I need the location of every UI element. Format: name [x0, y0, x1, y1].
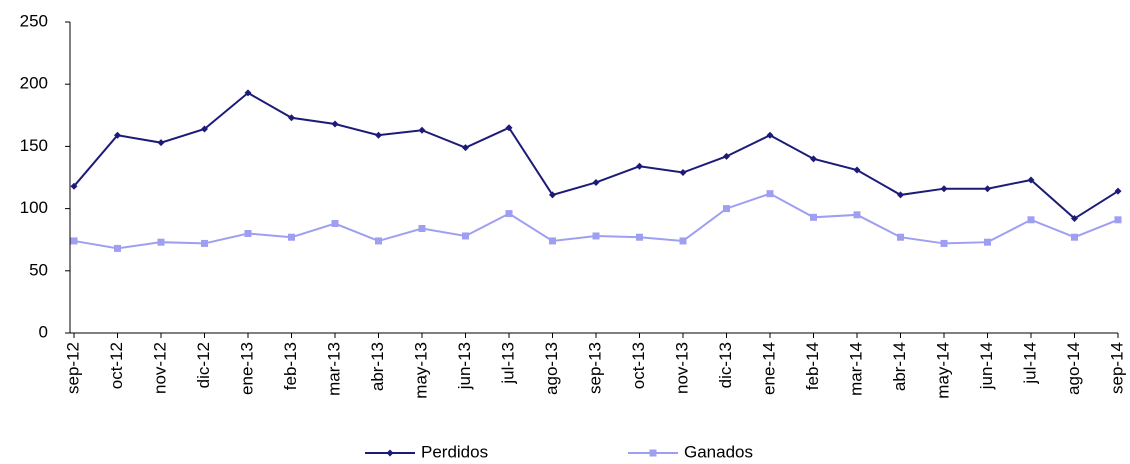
marker: [549, 191, 556, 199]
marker: [157, 139, 165, 147]
marker: [157, 238, 165, 246]
series-line: [73, 91, 1119, 220]
marker: [462, 232, 469, 240]
marker: [114, 244, 121, 252]
marker: [375, 237, 382, 245]
marker: [1071, 233, 1078, 241]
marker: [766, 190, 774, 198]
marker: [810, 155, 817, 163]
series-line: [73, 192, 1119, 250]
marker: [810, 213, 817, 221]
x-tick-label: mar-14: [846, 342, 865, 396]
x-tick-label: jul-13: [498, 342, 517, 385]
marker: [375, 131, 382, 139]
marker: [853, 166, 861, 174]
x-tick-label: dic-12: [194, 342, 213, 388]
marker: [897, 191, 904, 199]
marker: [418, 225, 426, 233]
marker: [288, 233, 295, 241]
legend-label: Ganados: [684, 442, 753, 461]
marker: [940, 185, 948, 193]
marker: [636, 233, 643, 241]
marker: [505, 124, 513, 132]
x-tick-label: ago-13: [542, 342, 561, 395]
marker: [984, 185, 991, 193]
x-tick-label: dic-13: [716, 342, 735, 388]
marker: [549, 237, 556, 245]
marker: [766, 131, 774, 139]
marker: [853, 211, 861, 219]
marker: [288, 114, 295, 122]
marker: [386, 449, 394, 457]
marker: [679, 237, 687, 245]
marker: [462, 144, 469, 152]
x-tick-label: ene-13: [237, 342, 256, 395]
marker: [1114, 216, 1122, 224]
marker: [1114, 187, 1122, 195]
y-tick-label: 50: [29, 260, 48, 279]
marker: [636, 162, 643, 170]
marker: [201, 125, 208, 133]
y-tick-label: 250: [20, 11, 48, 30]
marker: [592, 232, 600, 240]
y-tick-label: 150: [20, 136, 48, 155]
x-tick-label: jun-14: [977, 342, 996, 390]
marker: [114, 131, 121, 139]
x-tick-label: ene-14: [759, 342, 778, 395]
marker: [1071, 215, 1078, 223]
marker: [201, 239, 208, 247]
marker: [418, 126, 426, 134]
x-tick-label: oct-12: [107, 342, 126, 389]
x-tick-label: may-14: [933, 342, 952, 399]
x-tick-label: abr-13: [368, 342, 387, 391]
x-tick-label: nov-13: [672, 342, 691, 394]
marker: [244, 89, 252, 97]
marker: [940, 239, 948, 247]
marker: [897, 233, 904, 241]
marker: [984, 238, 991, 246]
x-tick-label: feb-14: [803, 342, 822, 390]
x-tick-label: jun-13: [455, 342, 474, 390]
marker: [331, 220, 339, 228]
legend-label: Perdidos: [421, 442, 488, 461]
marker: [70, 182, 78, 190]
marker: [1027, 176, 1035, 184]
marker: [649, 449, 657, 457]
marker: [1027, 216, 1035, 224]
x-tick-label: feb-13: [281, 342, 300, 390]
x-tick-label: ago-14: [1064, 342, 1083, 395]
x-tick-label: jul-14: [1020, 342, 1039, 385]
x-tick-label: sep-14: [1107, 342, 1126, 394]
marker: [723, 152, 730, 160]
y-tick-label: 100: [20, 198, 48, 217]
marker: [679, 169, 687, 177]
x-tick-label: oct-13: [629, 342, 648, 389]
x-tick-label: may-13: [411, 342, 430, 399]
marker: [723, 205, 730, 213]
marker: [70, 237, 78, 245]
marker: [592, 178, 600, 186]
y-tick-label: 200: [20, 74, 48, 93]
x-tick-label: abr-14: [890, 342, 909, 391]
y-tick-label: 0: [39, 322, 48, 341]
x-tick-label: sep-12: [63, 342, 82, 394]
x-tick-label: mar-13: [324, 342, 343, 396]
x-tick-label: sep-13: [585, 342, 604, 394]
x-tick-label: nov-12: [150, 342, 169, 394]
marker: [505, 210, 513, 218]
marker: [331, 120, 339, 128]
marker: [244, 229, 252, 237]
